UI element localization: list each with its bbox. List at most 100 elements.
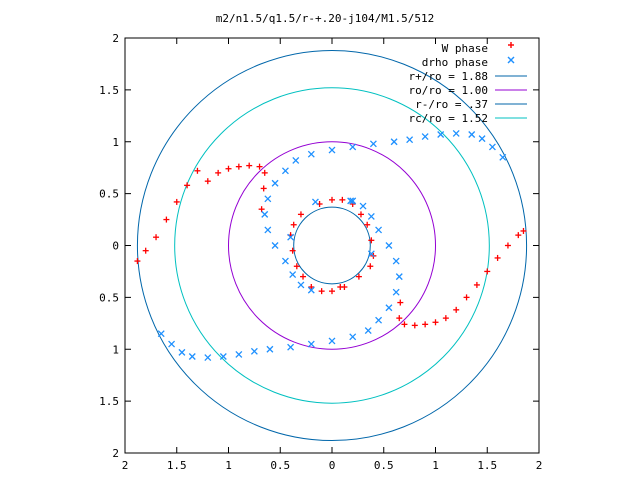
w-phase-point bbox=[368, 237, 375, 244]
w-phase-point bbox=[520, 227, 527, 234]
drho-phase-point bbox=[349, 143, 357, 151]
drho-phase-point bbox=[250, 347, 258, 355]
drho-phase-point bbox=[395, 273, 403, 281]
x-tick-label: 0.5 bbox=[374, 459, 394, 472]
drho-phase-point bbox=[349, 197, 357, 205]
w-phase-point bbox=[261, 169, 268, 176]
drho-phase-point bbox=[367, 250, 375, 258]
w-phase-point bbox=[396, 315, 403, 322]
w-phase-point bbox=[142, 247, 149, 254]
x-axis-ticks: 2 1.5 1 0.5 0 0.5 1 1.5 2 bbox=[122, 38, 543, 472]
legend-label-r-minus: r-/ro = .37 bbox=[415, 98, 488, 111]
drho-phase-point bbox=[437, 131, 445, 138]
legend-marker-drho-phase bbox=[507, 56, 515, 64]
x-tick-label: 2 bbox=[122, 459, 129, 472]
w-phase-point bbox=[318, 288, 325, 295]
drho-phase-point bbox=[385, 242, 393, 249]
w-phase-point bbox=[329, 288, 335, 295]
w-phase-point bbox=[260, 185, 267, 192]
legend: W phase drho phase r+/ro = 1.88 ro/ro = … bbox=[409, 42, 527, 125]
w-phase-point bbox=[258, 206, 265, 213]
w-phase-point bbox=[308, 284, 315, 290]
w-phase-point bbox=[337, 284, 344, 290]
w-phase-point bbox=[235, 163, 242, 170]
x-tick-label: 1.5 bbox=[477, 459, 497, 472]
drho-phase-point bbox=[364, 327, 372, 335]
circle-3 bbox=[174, 87, 490, 404]
drho-phase-point bbox=[421, 133, 429, 141]
chart-title: m2/n1.5/q1.5/r-+.20-j104/M1.5/512 bbox=[216, 12, 435, 25]
drho-phase-point bbox=[367, 212, 375, 220]
drho-phase-point bbox=[168, 340, 176, 348]
drho-phase-point bbox=[347, 197, 355, 205]
y-tick-label: 2 bbox=[112, 447, 119, 460]
drho-phase-point bbox=[369, 140, 377, 148]
y-tick-label: 0.5 bbox=[99, 291, 119, 304]
drho-phase-point bbox=[178, 348, 186, 356]
drho-phase-point bbox=[297, 281, 305, 289]
drho-phase-point bbox=[235, 350, 243, 358]
w-phase-point bbox=[194, 167, 201, 174]
x-tick-label: 1 bbox=[225, 459, 232, 472]
w-phase-point bbox=[357, 211, 364, 218]
w-phase-point bbox=[339, 196, 346, 203]
drho-phase-point bbox=[307, 150, 315, 158]
drho-phase-point bbox=[328, 337, 336, 345]
x-tick-label: 0.5 bbox=[270, 459, 290, 472]
circle-1 bbox=[228, 141, 436, 350]
drho-phase-point bbox=[452, 129, 460, 137]
w-phase-point bbox=[463, 294, 470, 301]
w-phase-point bbox=[364, 221, 371, 228]
circle-2 bbox=[293, 206, 371, 285]
drho-phase-point bbox=[406, 136, 414, 144]
drho-phase-point bbox=[328, 146, 336, 154]
drho-phase-point bbox=[392, 257, 400, 265]
drho-phase-point bbox=[289, 271, 297, 279]
w-phase-point bbox=[134, 258, 141, 265]
drho-phase-point bbox=[311, 198, 319, 206]
drho-phase-point bbox=[349, 333, 357, 341]
y-tick-label: 1 bbox=[112, 136, 119, 149]
drho-phase-point bbox=[375, 316, 383, 324]
w-phase-point bbox=[397, 299, 404, 306]
w-phase-point bbox=[329, 196, 335, 203]
legend-label-ro: ro/ro = 1.00 bbox=[409, 84, 488, 97]
x-tick-label: 2 bbox=[536, 459, 543, 472]
w-phase-point bbox=[422, 321, 429, 328]
drho-phase-point bbox=[281, 257, 289, 265]
drho-phase-point bbox=[157, 330, 165, 338]
x-tick-label: 1 bbox=[432, 459, 439, 472]
drho-phase-point bbox=[264, 226, 272, 234]
w-phase-point bbox=[494, 254, 501, 261]
drho-phase-point bbox=[499, 153, 507, 161]
w-phase-point bbox=[184, 182, 191, 189]
w-phase-point bbox=[473, 281, 480, 288]
drho-phase-point bbox=[287, 233, 295, 241]
reference-circles bbox=[136, 49, 528, 442]
drho-phase-point bbox=[188, 353, 196, 360]
drho-phase-point bbox=[271, 242, 279, 249]
w-phase-point bbox=[204, 178, 211, 185]
drho-phase-point bbox=[292, 156, 300, 164]
drho-phase-point bbox=[307, 286, 315, 294]
w-phase-point bbox=[453, 306, 460, 313]
drho-phase-point bbox=[219, 353, 227, 360]
drho-phase-point bbox=[488, 143, 496, 151]
drho-phase-point bbox=[385, 304, 393, 312]
w-phase-point bbox=[355, 273, 362, 280]
legend-label-rc: rc/ro = 1.52 bbox=[409, 112, 488, 125]
y-tick-label: 2 bbox=[112, 32, 119, 45]
w-phase-point bbox=[504, 242, 511, 249]
circle-0 bbox=[136, 49, 528, 442]
drho-phase-point bbox=[266, 345, 274, 353]
w-phase-point bbox=[215, 169, 222, 176]
w-phase-point bbox=[293, 263, 300, 270]
w-phase-point bbox=[173, 198, 180, 205]
drho-phase-point bbox=[468, 131, 476, 138]
w-phase-point bbox=[401, 321, 408, 328]
w-phase-point bbox=[297, 211, 304, 218]
drho-phase-point bbox=[375, 226, 383, 234]
drho-phase-point bbox=[281, 167, 289, 175]
drho-phase-point bbox=[478, 135, 486, 143]
